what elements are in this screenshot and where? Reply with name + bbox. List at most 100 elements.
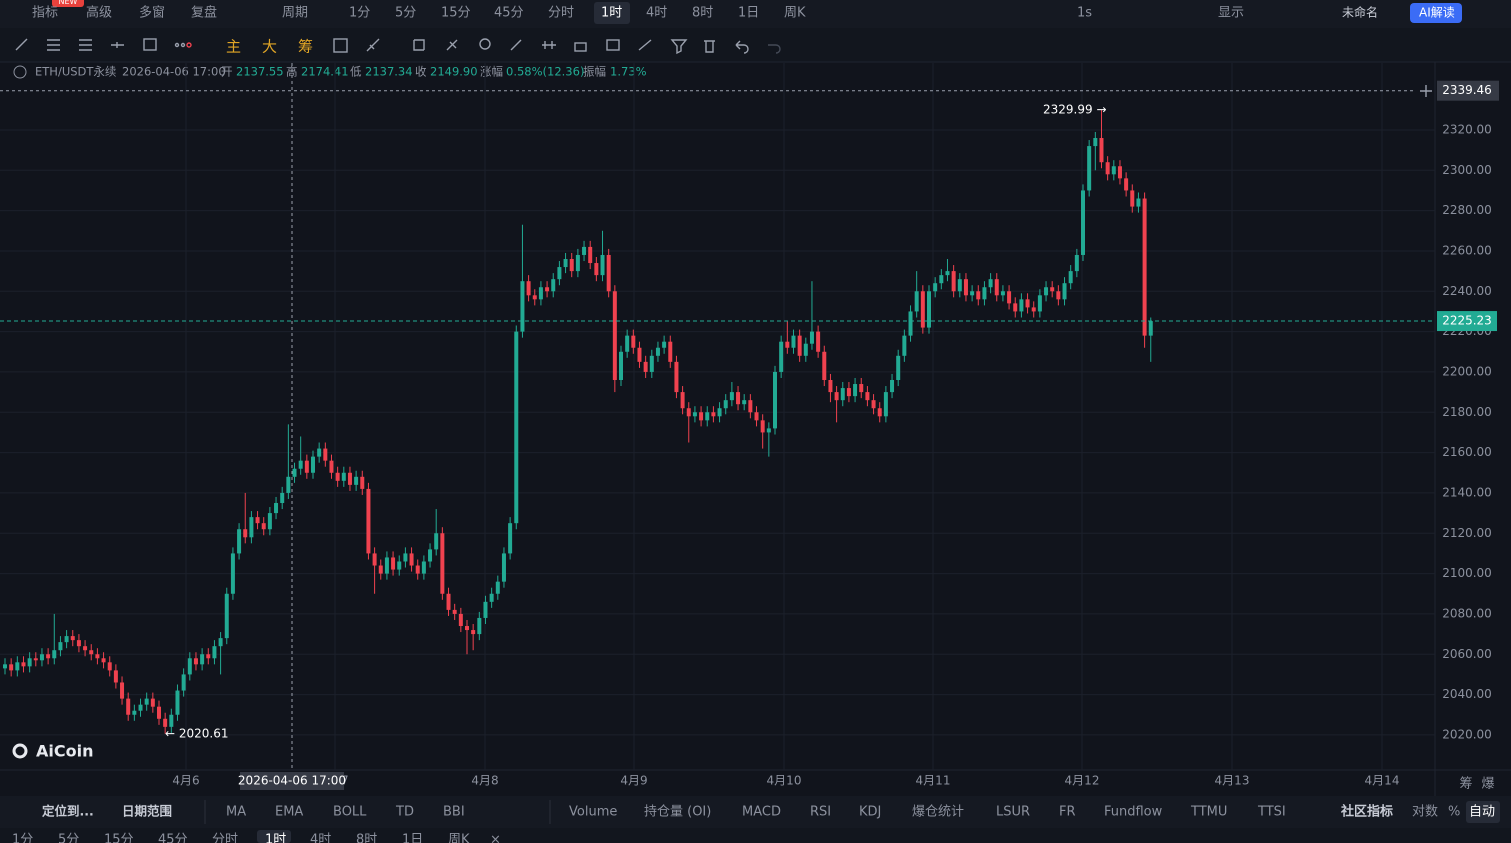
candle-body: [335, 472, 340, 481]
crosshair-time: 2026-04-06 17:00: [238, 774, 346, 788]
candle-body: [70, 636, 75, 641]
candle-body: [391, 557, 396, 570]
toolbar-button[interactable]: 未命名: [1342, 5, 1378, 20]
sub-indicator-button[interactable]: TTMU: [1190, 805, 1227, 820]
candle-body: [686, 408, 691, 417]
period-button[interactable]: 1时: [601, 6, 622, 21]
ohlc-info: 2174.41: [301, 65, 349, 79]
toolbar-button[interactable]: 显示: [1218, 6, 1244, 21]
toolbar-button[interactable]: 多窗: [139, 5, 165, 21]
toolbar-button[interactable]: 高级: [86, 5, 112, 21]
candle-body: [902, 335, 907, 356]
candle-body: [157, 706, 161, 719]
candle-body: [434, 533, 439, 550]
candle-body: [742, 400, 747, 405]
candle-body: [982, 287, 987, 300]
timeframe-button[interactable]: 1分: [12, 833, 33, 843]
sub-indicator-button[interactable]: Fundflow: [1104, 805, 1163, 820]
sub-indicator-button[interactable]: TTSI: [1257, 805, 1286, 820]
toolbar-button[interactable]: 1s: [1077, 6, 1092, 21]
indicator-button[interactable]: EMA: [275, 805, 303, 820]
candle-body: [729, 392, 734, 401]
timeframe-button[interactable]: 周K: [448, 833, 470, 843]
draw-tool[interactable]: 主: [226, 38, 241, 56]
candle-body: [1117, 166, 1122, 179]
candle-body: [249, 517, 254, 538]
period-button[interactable]: 5分: [395, 6, 416, 21]
x-tick-label: 4月6: [172, 774, 199, 788]
timeframe-button[interactable]: 5分: [58, 833, 79, 843]
bottom-button[interactable]: 社区指标: [1340, 804, 1393, 820]
sub-indicator-button[interactable]: RSI: [810, 805, 831, 820]
period-button[interactable]: 1分: [349, 6, 370, 21]
timeframe-button[interactable]: 分时: [212, 833, 238, 843]
timeframe-button[interactable]: 45分: [158, 833, 188, 843]
candle-body: [773, 371, 777, 429]
sub-indicator-button[interactable]: LSUR: [996, 805, 1030, 820]
period-button[interactable]: 4时: [646, 6, 667, 21]
period-button[interactable]: 45分: [494, 6, 524, 21]
candle-body: [557, 267, 562, 280]
candle-body: [563, 259, 568, 268]
bottom-button[interactable]: 日期范围: [122, 804, 172, 819]
axis-button[interactable]: 爆: [1481, 777, 1494, 792]
sub-indicator-button[interactable]: 持仓量 (OI): [644, 805, 711, 820]
toolbar-button[interactable]: AI解读: [1419, 6, 1455, 20]
bottom-button[interactable]: %: [1448, 805, 1460, 820]
period-button[interactable]: 8时: [692, 6, 713, 21]
candle-body: [538, 287, 543, 300]
draw-tool[interactable]: 大: [262, 38, 277, 56]
period-button[interactable]: 1日: [738, 6, 759, 21]
sub-indicator-button[interactable]: KDJ: [859, 805, 881, 820]
timeframe-button[interactable]: 1时: [265, 833, 286, 843]
candle-body: [329, 460, 334, 473]
candle-body: [748, 400, 753, 413]
candle-body: [890, 380, 895, 393]
candle-body: [58, 642, 63, 651]
candle-body: [612, 291, 617, 381]
timeframe-button[interactable]: ×: [490, 833, 501, 843]
candle-body: [200, 654, 205, 665]
sub-indicator-button[interactable]: 爆仓统计: [912, 805, 964, 820]
y-tick-label: 2020.00: [1442, 727, 1492, 741]
y-tick-label: 2100.00: [1442, 566, 1492, 580]
period-button[interactable]: 15分: [441, 6, 471, 21]
candle-body: [797, 335, 802, 356]
toolbar-button[interactable]: 复盘: [191, 5, 217, 21]
sub-indicator-button[interactable]: FR: [1059, 805, 1076, 820]
period-button[interactable]: 周K: [784, 6, 806, 21]
toolbar-button[interactable]: 指标: [32, 6, 58, 21]
eye-icon: [13, 65, 27, 79]
candle-body: [1136, 198, 1141, 207]
indicator-button[interactable]: BOLL: [333, 805, 367, 820]
indicator-button[interactable]: BBI: [443, 805, 465, 820]
indicator-button[interactable]: TD: [395, 805, 414, 820]
period-button[interactable]: 分时: [548, 6, 574, 21]
candle-body: [274, 503, 279, 514]
candle-body: [970, 291, 975, 296]
candle-body: [21, 662, 26, 667]
indicator-button[interactable]: MA: [226, 805, 246, 820]
ohlc-info: 2149.90: [430, 65, 478, 79]
timeframe-button[interactable]: 4时: [310, 833, 331, 843]
candle-body: [465, 626, 469, 631]
candle-body: [372, 553, 377, 566]
timeframe-button[interactable]: 15分: [104, 833, 134, 843]
sub-indicator-button[interactable]: Volume: [569, 805, 617, 820]
bottom-button[interactable]: 对数: [1412, 805, 1438, 820]
toolbar-button[interactable]: 周期: [282, 6, 308, 21]
candle-body: [224, 593, 229, 639]
ohlc-info: 开: [221, 65, 233, 79]
draw-tool[interactable]: 筹: [298, 38, 313, 56]
axis-button[interactable]: 筹: [1459, 776, 1472, 792]
bottom-button[interactable]: 自动: [1469, 805, 1495, 820]
candle-body: [1130, 190, 1135, 207]
candle-body: [341, 472, 346, 481]
candle-body: [520, 281, 525, 332]
bottom-button[interactable]: 定位到...: [41, 804, 94, 819]
timeframe-button[interactable]: 1日: [402, 833, 423, 843]
timeframe-button[interactable]: 8时: [356, 833, 377, 843]
candle-body: [594, 263, 599, 276]
sub-indicator-button[interactable]: MACD: [742, 805, 781, 820]
candle-body: [945, 271, 950, 276]
